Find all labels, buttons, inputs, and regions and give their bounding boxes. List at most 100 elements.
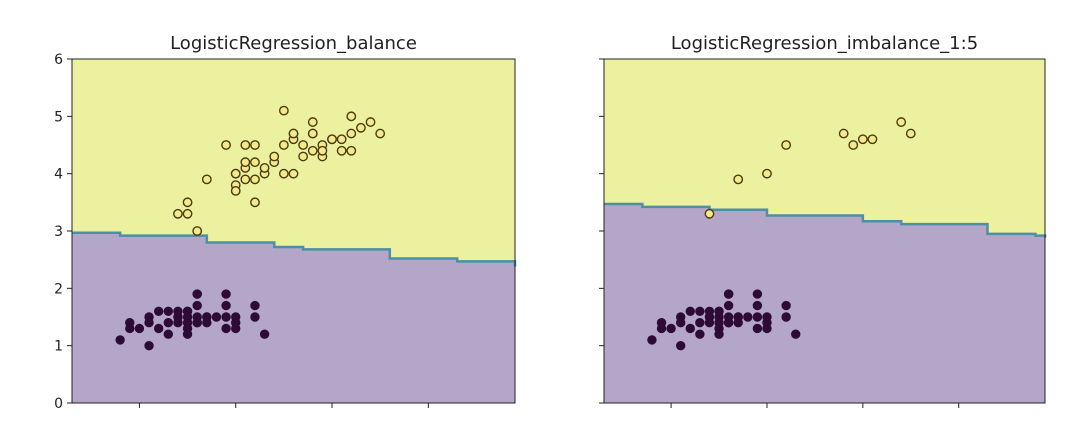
class-0-point <box>250 300 260 311</box>
class-1-point <box>336 145 347 156</box>
lower-decision-region <box>72 232 515 403</box>
class-1-point <box>288 168 299 179</box>
class-1-point <box>327 134 337 145</box>
class-1-point <box>173 208 183 219</box>
class-1-point <box>346 111 357 122</box>
class-1-point <box>192 226 203 236</box>
class-0-point <box>675 312 686 322</box>
class-0-point <box>221 323 231 334</box>
class-1-point <box>307 117 318 127</box>
class-0-point <box>173 306 183 316</box>
class-1-point <box>269 151 280 162</box>
class-1-point <box>307 128 318 139</box>
class-1-point <box>365 117 376 127</box>
class-0-point <box>259 329 270 339</box>
class-1-point <box>317 145 328 156</box>
class-0-point <box>723 318 734 328</box>
class-1-point <box>848 140 859 150</box>
class-0-point <box>723 300 734 311</box>
class-0-point <box>752 312 763 322</box>
class-1-point <box>867 134 878 145</box>
class-0-point <box>153 323 164 334</box>
class-0-point <box>685 306 695 316</box>
class-0-point <box>125 318 135 328</box>
class-0-point <box>202 312 212 322</box>
class-0-point <box>115 335 125 345</box>
class-1-point <box>230 168 241 179</box>
class-0-point <box>144 312 154 322</box>
class-0-point <box>221 289 231 299</box>
class-0-point <box>791 329 801 339</box>
class-1-point <box>288 128 299 139</box>
class-0-point <box>221 312 231 322</box>
class-1-point <box>896 117 907 127</box>
class-1-point <box>221 140 231 150</box>
class-0-point <box>163 306 174 316</box>
class-1-point <box>240 140 251 150</box>
class-1-point <box>278 105 289 116</box>
class-0-point <box>752 289 763 299</box>
class-0-point <box>695 318 705 328</box>
class-0-point <box>695 306 705 316</box>
class-0-point <box>666 323 676 334</box>
class-1-point <box>307 145 318 156</box>
class-1-point <box>182 197 193 208</box>
chart-title: LogisticRegression_balance <box>170 33 417 54</box>
class-0-point <box>144 340 154 351</box>
y-tick-label: 1 <box>54 339 63 355</box>
class-1-point <box>733 174 744 185</box>
class-1-point <box>182 208 193 219</box>
class-1-point <box>375 128 386 139</box>
class-1-point <box>250 197 260 208</box>
class-1-point <box>857 134 868 145</box>
class-1-point <box>250 174 260 185</box>
class-1-point <box>201 174 212 185</box>
right-subplot: LogisticRegression_imbalance_1:5 <box>599 33 1047 408</box>
class-0-point <box>781 300 791 311</box>
class-1-point <box>762 168 772 179</box>
class-1-point <box>346 145 357 156</box>
class-0-point <box>762 318 772 328</box>
class-0-point <box>163 318 174 328</box>
class-0-point <box>153 306 164 316</box>
class-1-point <box>240 157 251 168</box>
class-0-point <box>221 300 231 311</box>
class-0-point <box>192 318 202 328</box>
class-1-point <box>298 151 309 162</box>
class-0-point <box>211 312 222 322</box>
decision-boundary <box>72 231 517 267</box>
y-tick-label: 4 <box>54 167 63 183</box>
class-0-point <box>723 289 734 299</box>
class-1-point <box>336 134 347 145</box>
class-0-point <box>231 318 241 328</box>
class-1-point <box>298 140 309 150</box>
class-0-point <box>704 306 715 316</box>
class-1-point <box>278 168 289 179</box>
y-tick-label: 2 <box>54 281 63 297</box>
class-1-point <box>346 128 357 139</box>
class-0-point <box>192 300 202 311</box>
lower-decision-region <box>604 204 1045 403</box>
class-1-point <box>230 185 241 196</box>
class-0-point <box>182 323 193 334</box>
y-tick-label: 3 <box>54 224 63 240</box>
left-subplot: LogisticRegression_balance 0 1 2 3 4 5 6 <box>54 33 517 412</box>
class-1-point <box>704 208 715 219</box>
class-0-point <box>182 306 193 316</box>
chart-title: LogisticRegression_imbalance_1:5 <box>671 33 978 54</box>
class-1-point <box>905 128 916 139</box>
class-1-point <box>250 157 260 168</box>
decision-boundary <box>604 202 1047 238</box>
class-0-point <box>743 312 753 322</box>
class-0-point <box>192 289 202 299</box>
class-1-point <box>278 140 289 150</box>
class-0-point <box>250 312 260 322</box>
class-0-point <box>134 323 145 334</box>
class-0-point <box>647 335 657 345</box>
class-0-point <box>695 329 705 339</box>
class-1-point <box>250 140 260 150</box>
class-1-point <box>259 163 270 173</box>
class-0-point <box>752 323 763 334</box>
class-1-point <box>356 122 366 133</box>
